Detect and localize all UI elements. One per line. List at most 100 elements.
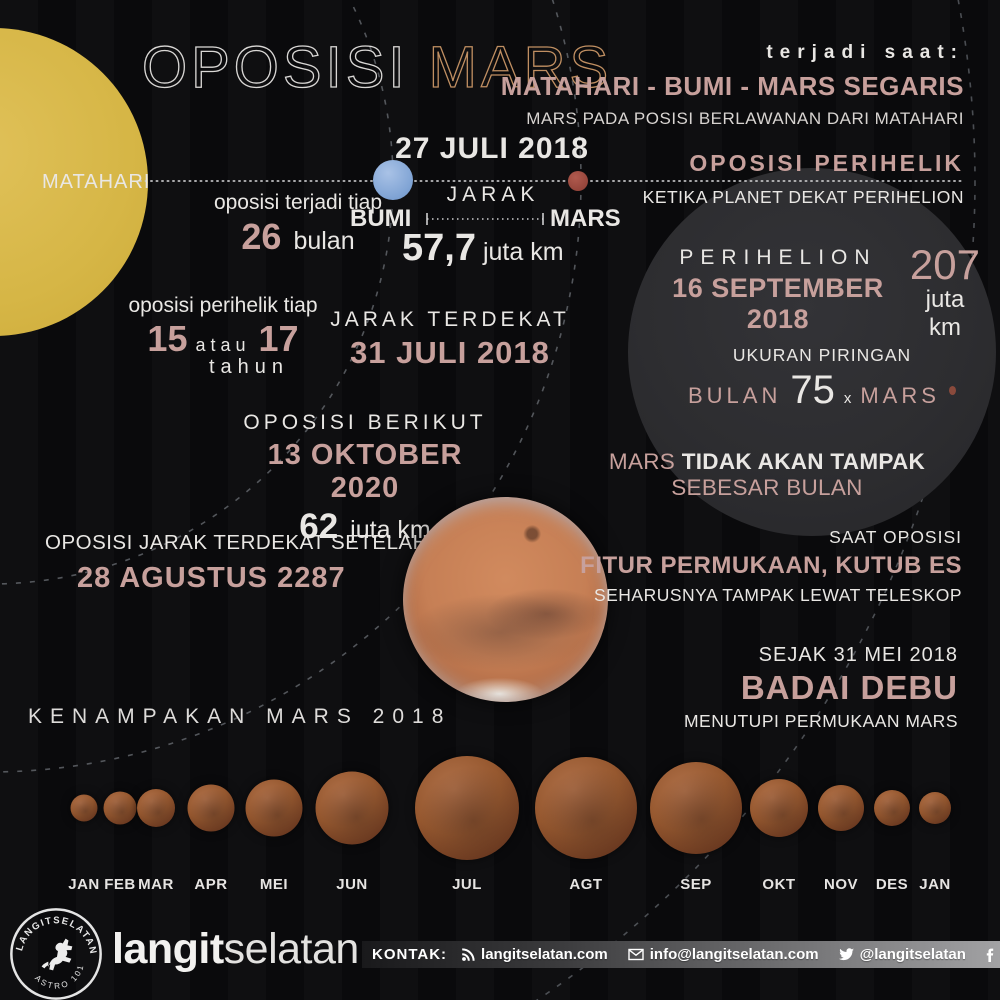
brand-light: selatan: [223, 925, 360, 973]
opposition-cycle-unit: bulan: [293, 227, 355, 255]
month-label: APR: [194, 876, 228, 893]
opposition-cycle-caption: oposisi terjadi tiap: [213, 191, 383, 214]
contact-strip: KONTAK: langitselatan.com info@langitsel…: [362, 941, 1000, 968]
occurs-when-block: terjadi saat: MATAHARI - BUMI - MARS SEG…: [501, 42, 964, 129]
logo-ring-bottom-text: ASTRO 101: [33, 962, 83, 990]
dust-storm-block: SEJAK 31 MEI 2018 BADAI DEBU MENUTUPI PE…: [684, 644, 958, 732]
disk-size-caption: UKURAN PIRINGAN: [732, 345, 912, 365]
comparison-emphasis: TIDAK AKAN TAMPAK: [681, 449, 926, 474]
brand-wordmark: langitselatan: [112, 925, 359, 974]
mail-icon: [628, 948, 644, 961]
comparison-note: MARS TIDAK AKAN TAMPAK SEBESAR BULAN: [552, 449, 982, 501]
mars-globe: [818, 785, 864, 831]
mars-word: MARS: [860, 383, 940, 408]
month-label: AGT: [569, 876, 603, 893]
dust-storm-line1: SEJAK 31 MEI 2018: [758, 644, 958, 666]
contact-label: KONTAK:: [372, 946, 448, 963]
multiplier-x: x: [843, 390, 852, 407]
twitter-icon: [838, 948, 854, 961]
disk-size-block: UKURAN PIRINGAN BULAN 75 x MARS: [688, 345, 956, 413]
month-label: NOV: [823, 876, 859, 893]
mars-globe: [315, 771, 389, 845]
distance-value-block: 57,7 juta km: [402, 227, 564, 270]
mars-globe: [70, 794, 98, 822]
opposition-date: 27 JULI 2018: [395, 132, 589, 165]
brand-bold: langit: [112, 925, 224, 973]
mars-circle: [568, 171, 588, 191]
perihelion-distance-value: 207: [909, 241, 980, 288]
next-opposition-block: OPOSISI BERIKUT 13 OKTOBER 2020 62 juta …: [238, 411, 492, 547]
closest-distance-block: JARAK TERDEKAT 31 JULI 2018: [330, 308, 570, 371]
perihelic-cycle-value2: 17: [258, 318, 299, 359]
distance-value: 57,7: [402, 227, 476, 269]
perihelic-cycle-caption: oposisi perihelik tiap: [128, 294, 318, 317]
distance-unit: juta km: [482, 238, 564, 266]
sun-label: MATAHARI: [42, 171, 151, 193]
mars-label: MARS: [550, 205, 621, 232]
opposition-cycle-block: oposisi terjadi tiap 26 bulan: [178, 191, 418, 258]
closest-distance-date: 31 JULI 2018: [350, 335, 550, 370]
month-label: JAN: [919, 876, 951, 893]
telescope-note-block: SAAT OPOSISI FITUR PERMUKAAN, KUTUB ES S…: [580, 527, 962, 606]
next-opposition-date: 13 OKTOBER 2020: [267, 439, 463, 504]
langitselatan-logo: LANGITSELATAN ASTRO 101: [10, 908, 102, 1000]
month-label: MEI: [259, 876, 289, 893]
opposition-cycle-value: 26: [241, 216, 282, 257]
contact-website-text: langitselatan.com: [481, 946, 608, 963]
title-oposisi: OPOSISI: [141, 34, 409, 100]
perihelic-opposition-title: OPOSISI PERIHELIK: [689, 150, 964, 176]
appearance-title: KENAMPAKAN MARS 2018: [28, 705, 452, 728]
perihelion-date: 16 SEPTEMBER 2018: [672, 273, 884, 334]
month-label: JUL: [452, 876, 482, 893]
mars-globe: [650, 762, 742, 854]
alignment-explanation: MARS PADA POSISI BERLAWANAN DARI MATAHAR…: [526, 109, 964, 128]
telescope-note-line3: SEHARUSNYA TAMPAK LEWAT TELESKOP: [593, 585, 962, 605]
mars-globe: [750, 779, 808, 837]
month-label: DES: [875, 876, 909, 893]
closest-distance-caption: JARAK TERDEKAT: [330, 308, 570, 331]
closest-after-2003-date: 28 AGUSTUS 2287: [77, 562, 346, 594]
facebook-icon: [986, 948, 994, 962]
mars-globe: [415, 756, 519, 860]
telescope-note-line2: FITUR PERMUKAAN, KUTUB ES: [580, 552, 962, 579]
moon-disk-circle: [628, 168, 996, 536]
month-label: JAN: [68, 876, 100, 893]
page-title: OPOSISI MARS: [141, 34, 613, 101]
mars-globe: [919, 792, 951, 824]
perihelic-cycle-conjunction: atau: [195, 335, 251, 355]
mars-globe: [187, 784, 235, 832]
month-label: JUN: [336, 876, 368, 893]
earth-circle: [373, 160, 413, 200]
centaur-icon: [41, 938, 73, 971]
alignment-statement: MATAHARI - BUMI - MARS SEGARIS: [500, 71, 964, 101]
perihelic-cycle-block: oposisi perihelik tiap 15 atau 17 tahun: [116, 294, 330, 379]
comparison-lead: MARS: [608, 449, 676, 474]
contact-twitter-text: @langitselatan: [859, 946, 966, 963]
perihelic-cycle-unit: tahun: [208, 356, 290, 378]
dust-storm-line3: MENUTUPI PERMUKAAN MARS: [683, 711, 958, 731]
month-label: SEP: [680, 876, 712, 893]
comparison-tail: SEBESAR BULAN: [671, 475, 863, 500]
contact-website: langitselatan.com: [461, 946, 608, 963]
next-opposition-value: 62: [299, 507, 339, 546]
month-label: MAR: [138, 876, 174, 893]
mars-scale-dot: [948, 386, 956, 395]
mars-globe: [874, 790, 910, 826]
closest-after-2003-caption: OPOSISI JARAK TERDEKAT SETELAH 2003: [45, 531, 482, 554]
perihelic-cycle-value1: 15: [147, 318, 188, 359]
contact-email: info@langitselatan.com: [628, 946, 819, 963]
perihelion-label: PERIHELION: [679, 246, 877, 269]
closest-after-2003-block: OPOSISI JARAK TERDEKAT SETELAH 2003 28 A…: [45, 531, 482, 595]
earth-label: BUMI: [350, 205, 412, 232]
occurs-when-intro: terjadi saat:: [766, 42, 964, 63]
rss-icon: [462, 947, 475, 961]
mars-globe: [103, 791, 137, 825]
mars-globe: [245, 779, 303, 837]
title-mars: MARS: [428, 34, 613, 100]
perihelic-opposition-subtitle: KETIKA PLANET DEKAT PERIHELION: [642, 187, 964, 207]
contact-email-text: info@langitselatan.com: [649, 946, 819, 963]
moon-word: BULAN: [688, 383, 782, 408]
distance-label: JARAK: [446, 183, 540, 206]
